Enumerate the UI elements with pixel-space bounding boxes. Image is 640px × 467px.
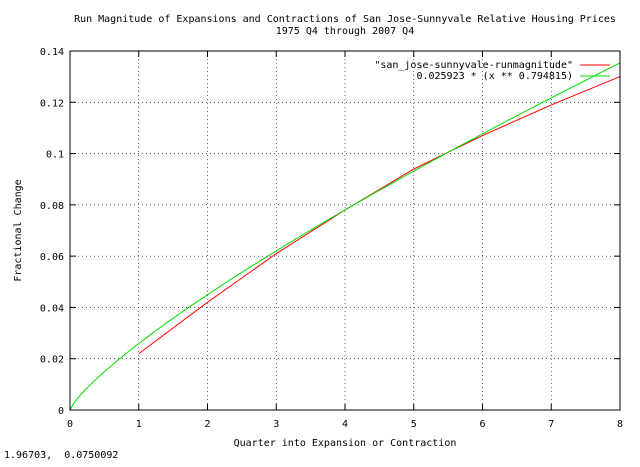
legend-label-fit: 0.025923 * (x ** 0.794815) [416, 71, 573, 82]
x-tick-label: 2 [204, 419, 210, 430]
y-tick-label: 0.14 [40, 47, 64, 58]
y-tick-label: 0.08 [40, 201, 64, 212]
y-tick-label: 0.02 [40, 355, 64, 366]
y-tick-label: 0 [58, 406, 64, 417]
series-line-observed [138, 76, 621, 355]
x-tick-label: 8 [617, 419, 623, 430]
tick-layer: 0 1 2 3 4 5 6 7 8 0 0.02 0.04 0.06 0.08 0.1 0.12 0.14 [40, 47, 623, 430]
y-axis-label: Fractional Change [13, 179, 24, 281]
chart-subtitle: 1975 Q4 through 2007 Q4 [276, 26, 414, 37]
plot-frame [69, 50, 621, 411]
y-tick-label: 0.06 [40, 252, 64, 263]
chart-title: Run Magnitude of Expansions and Contract… [74, 14, 616, 25]
legend-label-observed: "san_jose-sunnyvale-runmagnitude" [374, 60, 573, 71]
y-tick-label: 0.04 [40, 303, 64, 314]
series-layer [69, 62, 621, 411]
x-tick-label: 6 [479, 419, 485, 430]
y-tick-label: 0.1 [46, 150, 64, 161]
x-tick-label: 4 [342, 419, 348, 430]
y-tick-label: 0.12 [40, 98, 64, 109]
x-tick-label: 7 [548, 419, 554, 430]
x-tick-label: 3 [273, 419, 279, 430]
x-tick-label: 0 [67, 419, 73, 430]
legend: "san_jose-sunnyvale-runmagnitude" 0.0259… [374, 60, 610, 82]
series-line-fit [69, 62, 621, 411]
x-tick-label: 5 [411, 419, 417, 430]
x-tick-label: 1 [136, 419, 142, 430]
x-axis-label: Quarter into Expansion or Contraction [234, 438, 457, 449]
mouse-coordinate-readout: 1.96703, 0.0750092 [4, 450, 119, 461]
